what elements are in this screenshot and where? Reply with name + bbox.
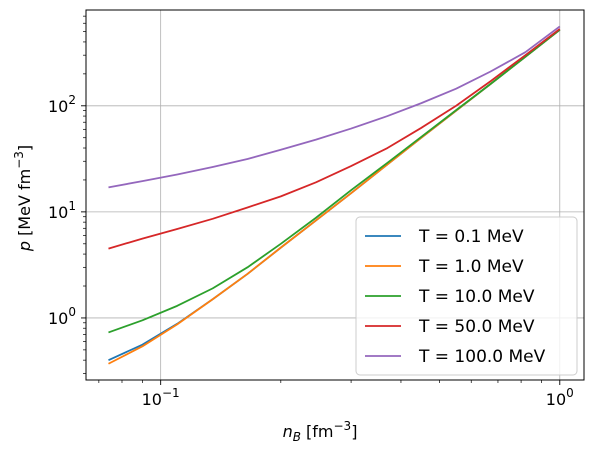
plot-frame <box>85 9 585 381</box>
series-line-3 <box>108 29 561 334</box>
series-line-5 <box>108 25 561 189</box>
legend-label: T = 1.0 MeV <box>418 257 524 277</box>
tick-labels: 10−1 100 100 101 102 <box>48 93 574 409</box>
x-axis-label: nB [fm−3] <box>283 419 358 444</box>
legend-box <box>355 216 578 376</box>
y-tick-label: 101 <box>48 199 76 222</box>
y-tick-label: 100 <box>48 305 76 328</box>
series-lines <box>108 25 561 365</box>
legend-label: T = 50.0 MeV <box>418 317 535 337</box>
x-tick-label: 10−1 <box>142 386 180 409</box>
legend-label: T = 0.1 MeV <box>418 227 524 247</box>
series-line-4 <box>108 28 561 250</box>
y-axis-label: p [MeV fm−3] <box>12 145 34 252</box>
y-tick-label: 102 <box>48 93 76 116</box>
legend-label: T = 10.0 MeV <box>418 287 535 307</box>
axis-ticks <box>81 15 561 385</box>
legend-label: T = 100.0 MeV <box>418 347 546 367</box>
x-tick-label: 100 <box>546 386 574 409</box>
legend: T = 0.1 MeV T = 1.0 MeV T = 10.0 MeV T = 50… <box>355 216 578 376</box>
